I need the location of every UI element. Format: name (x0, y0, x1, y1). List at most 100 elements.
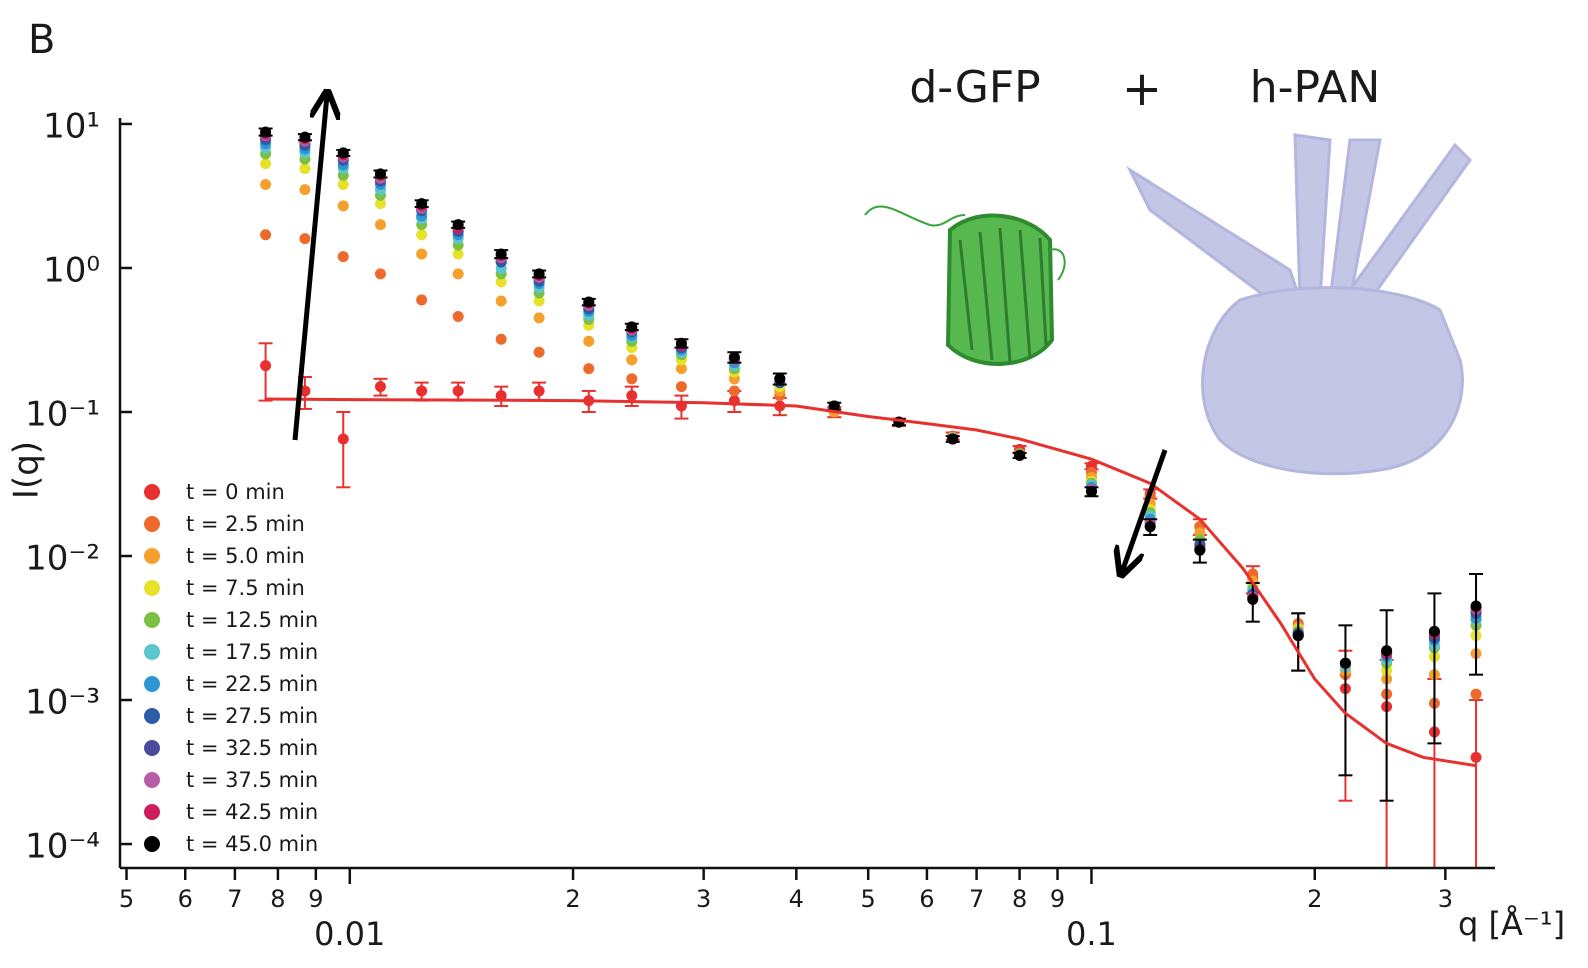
data-point (626, 354, 638, 366)
data-point (774, 373, 786, 385)
legend-marker (144, 612, 160, 628)
data-point (374, 168, 386, 180)
y-tick-label: 10⁰ (43, 250, 100, 290)
data-point (626, 321, 638, 333)
data-point (416, 248, 428, 260)
data-point (728, 351, 740, 363)
data-point (533, 346, 545, 358)
data-point (583, 335, 595, 347)
data-point (626, 390, 638, 402)
panel-label: B (28, 17, 55, 63)
data-point (299, 233, 311, 245)
data-point (452, 311, 464, 323)
legend-label: t = 12.5 min (186, 608, 318, 632)
legend-label: t = 37.5 min (186, 768, 318, 792)
data-point (533, 385, 545, 397)
x-tick-label: 8 (270, 885, 285, 913)
error-bar (1338, 624, 1353, 777)
x-tick-label: 5 (119, 885, 134, 913)
data-point (1339, 657, 1351, 669)
data-point (337, 251, 349, 263)
data-point (1470, 688, 1482, 700)
legend-label: t = 22.5 min (186, 672, 318, 696)
legend-marker (144, 484, 160, 500)
data-point (416, 229, 428, 241)
data-point (374, 198, 386, 210)
data-point (675, 363, 687, 375)
plot-area (258, 126, 1484, 868)
data-point (1292, 630, 1304, 642)
data-point (260, 360, 272, 372)
legend-marker (144, 836, 160, 852)
legend-marker (144, 580, 160, 596)
error-bar (1427, 592, 1442, 745)
pan-structure (1126, 133, 1472, 476)
data-point (374, 219, 386, 231)
data-point (337, 200, 349, 212)
legend-label: t = 45.0 min (186, 832, 318, 856)
error-bar (1291, 612, 1306, 672)
annotation: + (1122, 61, 1162, 117)
fit-line (265, 397, 1477, 768)
data-point (495, 333, 507, 345)
x-tick-label: 5 (861, 885, 876, 913)
legend-label: t = 2.5 min (186, 512, 305, 536)
data-point (1470, 600, 1482, 612)
data-point (299, 163, 311, 175)
data-point (495, 276, 507, 288)
legend-marker (144, 708, 160, 724)
data-point (337, 433, 349, 445)
y-tick-label: 10⁻⁴ (25, 827, 100, 867)
data-point (583, 363, 595, 375)
data-point (1144, 521, 1156, 533)
legend-marker (144, 676, 160, 692)
y-axis-label: I(q) (7, 441, 47, 499)
data-point (1247, 593, 1259, 605)
data-point (495, 248, 507, 260)
data-point (299, 184, 311, 196)
y-tick-label: 10⁻² (25, 539, 100, 579)
x-tick-label: 2 (1307, 885, 1322, 913)
x-tick-label: 7 (969, 885, 984, 913)
x-tick-label: 9 (308, 885, 323, 913)
y-tick-label: 10⁻³ (25, 683, 100, 723)
legend-marker (144, 740, 160, 756)
data-point (495, 295, 507, 307)
data-point (416, 198, 428, 210)
data-point (452, 268, 464, 280)
data-point (947, 433, 959, 445)
x-tick-label: 2 (565, 885, 580, 913)
error-bar (336, 410, 351, 489)
legend-marker (144, 516, 160, 532)
data-point (1470, 751, 1482, 763)
error-bar (1469, 573, 1484, 676)
x-tick-label: 7 (227, 885, 242, 913)
data-point (452, 219, 464, 231)
y-tick-label: 10¹ (43, 106, 100, 146)
legend-label: t = 5.0 min (186, 544, 305, 568)
y-tick-label: 10⁻¹ (25, 394, 100, 434)
data-point (675, 381, 687, 393)
arrow (1122, 449, 1168, 572)
legend-marker (144, 804, 160, 820)
data-point (495, 390, 507, 402)
data-point (260, 158, 272, 170)
data-point (260, 178, 272, 190)
data-point (452, 248, 464, 260)
legend-marker (144, 548, 160, 564)
data-point (675, 337, 687, 349)
data-point (1381, 645, 1393, 657)
annotation: d-GFP (909, 62, 1040, 113)
data-point (1428, 625, 1440, 637)
x-tick-label: 6 (919, 885, 934, 913)
data-point (533, 268, 545, 280)
x-tick-label: 4 (789, 885, 804, 913)
data-point (828, 400, 840, 412)
x-tick-label: 9 (1050, 885, 1065, 913)
x-tick-label: 8 (1012, 885, 1027, 913)
annotation: h-PAN (1250, 62, 1381, 113)
error-bar (1469, 699, 1484, 868)
x-major-tick-label: 0.01 (314, 915, 385, 953)
x-major-tick-label: 0.1 (1066, 915, 1117, 953)
arrow (292, 95, 327, 441)
